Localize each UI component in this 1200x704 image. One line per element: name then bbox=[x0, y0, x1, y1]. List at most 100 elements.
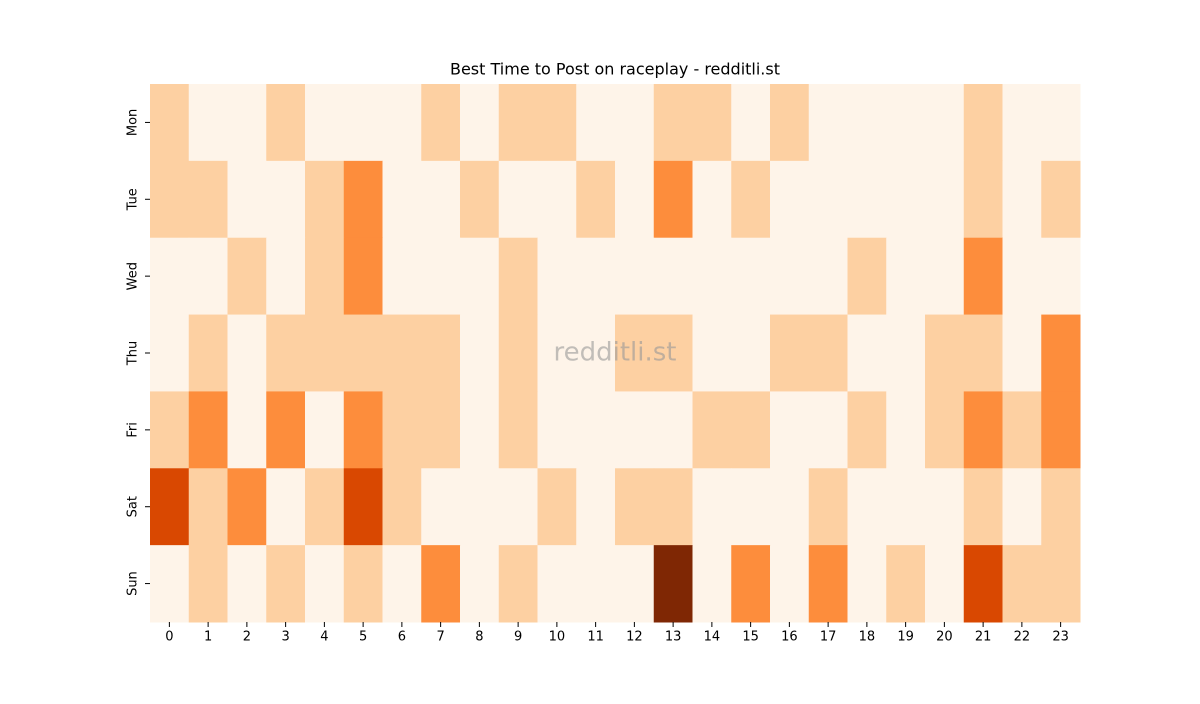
heatmap-cell bbox=[382, 468, 422, 546]
heatmap-cell bbox=[1041, 468, 1081, 546]
heatmap-cell bbox=[188, 84, 228, 162]
x-tick-label: 5 bbox=[359, 630, 367, 645]
heatmap-cell bbox=[460, 391, 500, 469]
heatmap-cell bbox=[537, 237, 577, 316]
heatmap-cell bbox=[770, 237, 810, 316]
x-tick-label: 7 bbox=[436, 630, 444, 645]
heatmap-cell bbox=[653, 468, 693, 546]
y-tick-label: Tue bbox=[126, 188, 141, 211]
heatmap-cell bbox=[925, 314, 965, 392]
heatmap-cell bbox=[382, 237, 422, 316]
heatmap-cell bbox=[847, 237, 887, 316]
heatmap-cell bbox=[1041, 237, 1081, 316]
heatmap-cell bbox=[770, 314, 810, 392]
heatmap-cell bbox=[770, 84, 810, 162]
heatmap-cell bbox=[886, 237, 926, 316]
heatmap-cell bbox=[460, 160, 500, 239]
heatmap-cell bbox=[847, 468, 887, 546]
heatmap-cell bbox=[343, 468, 383, 546]
heatmap-cell bbox=[731, 237, 771, 316]
heatmap-cell bbox=[150, 468, 190, 546]
heatmap-cell bbox=[227, 391, 267, 469]
heatmap-cell bbox=[150, 160, 190, 239]
heatmap-cell bbox=[498, 468, 538, 546]
heatmap-cell bbox=[305, 160, 345, 239]
heatmap-cell bbox=[343, 84, 383, 162]
x-tick-label: 20 bbox=[936, 630, 953, 645]
heatmap-cell bbox=[537, 468, 577, 546]
heatmap-cell bbox=[692, 391, 732, 469]
heatmap-cell bbox=[653, 160, 693, 239]
heatmap-cell bbox=[963, 468, 1003, 546]
heatmap-cell bbox=[770, 160, 810, 239]
heatmap-cell bbox=[808, 468, 848, 546]
heatmap-cell bbox=[1002, 160, 1042, 239]
heatmap-cell bbox=[266, 545, 306, 623]
heatmap-cell bbox=[847, 391, 887, 469]
heatmap-cell bbox=[460, 468, 500, 546]
heatmap-cell bbox=[188, 237, 228, 316]
heatmap-cell bbox=[925, 391, 965, 469]
heatmap-cell bbox=[692, 314, 732, 392]
heatmap-cell bbox=[847, 314, 887, 392]
heatmap-cell bbox=[731, 160, 771, 239]
heatmap-cell bbox=[498, 391, 538, 469]
y-tick-label: Sun bbox=[126, 571, 141, 596]
heatmap-cell bbox=[576, 84, 616, 162]
heatmap-cell bbox=[305, 84, 345, 162]
heatmap-cell bbox=[692, 237, 732, 316]
x-tick-label: 11 bbox=[587, 630, 604, 645]
heatmap-cell bbox=[266, 468, 306, 546]
x-tick-label: 23 bbox=[1052, 630, 1069, 645]
heatmap-cell bbox=[963, 545, 1003, 623]
heatmap-cell bbox=[576, 545, 616, 623]
x-tick-label: 13 bbox=[665, 630, 682, 645]
heatmap-cell bbox=[731, 468, 771, 546]
heatmap-cell bbox=[847, 84, 887, 162]
heatmap-cell bbox=[770, 391, 810, 469]
heatmap-cell bbox=[615, 237, 655, 316]
heatmap-cell bbox=[1041, 391, 1081, 469]
heatmap-cell bbox=[460, 237, 500, 316]
heatmap-cell bbox=[808, 237, 848, 316]
x-tick-label: 14 bbox=[704, 630, 721, 645]
heatmap-cell bbox=[847, 545, 887, 623]
heatmap-cell bbox=[382, 84, 422, 162]
heatmap-cell bbox=[150, 314, 190, 392]
heatmap-cell bbox=[343, 545, 383, 623]
heatmap-cell bbox=[421, 391, 461, 469]
heatmap-cell bbox=[1041, 314, 1081, 392]
heatmap-cell bbox=[421, 468, 461, 546]
heatmap-cell bbox=[266, 160, 306, 239]
x-tick-label: 2 bbox=[243, 630, 251, 645]
y-tick-label: Thu bbox=[126, 341, 141, 366]
heatmap-cell bbox=[227, 160, 267, 239]
heatmap-cell bbox=[692, 160, 732, 239]
heatmap-cell bbox=[305, 545, 345, 623]
heatmap-cell bbox=[886, 84, 926, 162]
chart-title: Best Time to Post on raceplay - redditli… bbox=[450, 60, 780, 79]
x-tick-label: 9 bbox=[514, 630, 522, 645]
heatmap-cell bbox=[963, 391, 1003, 469]
heatmap-cell bbox=[537, 314, 577, 392]
heatmap-cell bbox=[537, 160, 577, 239]
heatmap-cell bbox=[963, 314, 1003, 392]
heatmap-cell bbox=[188, 391, 228, 469]
heatmap-cell bbox=[343, 160, 383, 239]
heatmap-cell bbox=[188, 545, 228, 623]
heatmap-cell bbox=[808, 160, 848, 239]
heatmap-cell bbox=[188, 468, 228, 546]
heatmap-cell bbox=[731, 545, 771, 623]
heatmap-cell bbox=[227, 314, 267, 392]
heatmap-cell bbox=[925, 237, 965, 316]
heatmap-cell bbox=[1002, 545, 1042, 623]
heatmap-cell bbox=[266, 391, 306, 469]
heatmap-cell bbox=[770, 468, 810, 546]
heatmap-cell bbox=[498, 237, 538, 316]
heatmap-cell bbox=[615, 391, 655, 469]
x-tick-label: 0 bbox=[165, 630, 173, 645]
heatmap-cell bbox=[886, 314, 926, 392]
heatmap-cell bbox=[576, 160, 616, 239]
heatmap-cell bbox=[150, 545, 190, 623]
